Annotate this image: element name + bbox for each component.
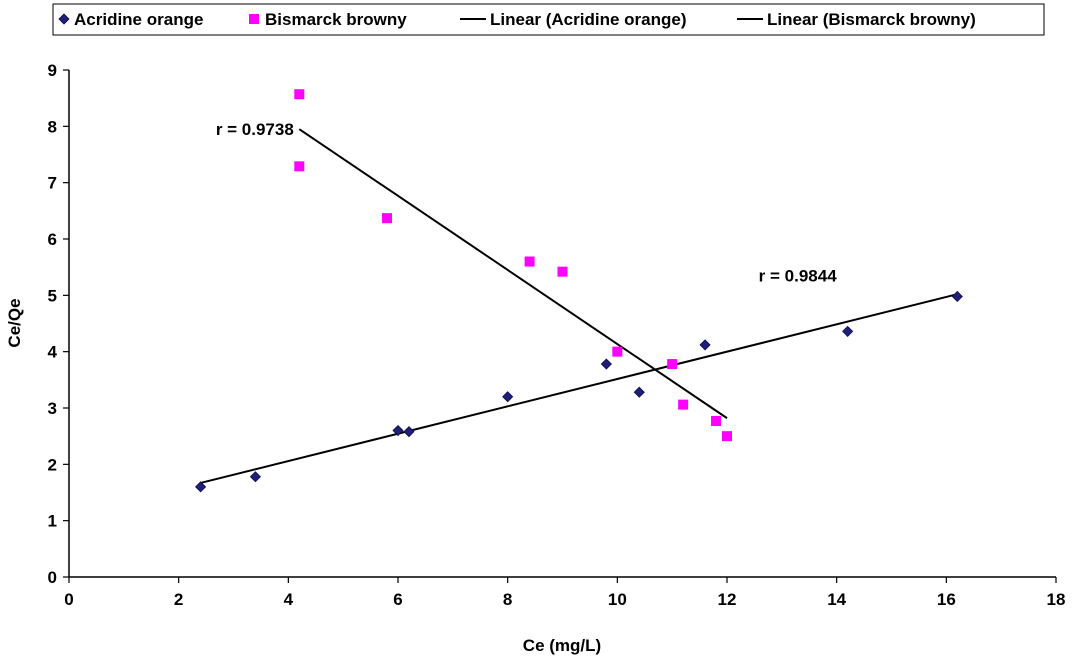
y-tick-label: 4 [48,343,58,362]
r-value-annotation: r = 0.9844 [759,267,838,286]
x-tick-label: 10 [608,590,627,609]
y-axis-label: Ce/Qe [5,298,24,347]
legend-item-linear-bismarck: Linear (Bismarck browny) [737,10,976,29]
legend-frame [52,3,1045,36]
x-tick-label: 16 [937,590,956,609]
data-point-acridine-orange [502,391,514,403]
x-tick-label: 0 [64,590,73,609]
data-point-acridine-orange [600,358,612,370]
legend-marker-diamond [58,13,70,25]
data-point-acridine-orange [951,290,963,303]
data-point-bismarck-browny [711,415,722,426]
data-point-bismarck-browny [382,213,393,224]
legend-marker-square [249,14,259,24]
data-point-acridine-orange [633,386,645,398]
data-point-acridine-orange [392,424,404,437]
trendline [298,128,728,419]
legend-item-linear-acridine: Linear (Acridine orange) [460,10,686,29]
legend-label-linear-acridine: Linear (Acridine orange) [490,10,686,29]
data-point-acridine-orange [249,471,261,483]
y-tick-label: 1 [48,512,57,531]
x-tick-label: 18 [1047,590,1066,609]
y-ticks: 0 1 2 3 4 5 6 7 8 9 [48,61,69,587]
data-point-bismarck-browny [524,256,535,267]
trendline [200,293,958,484]
y-tick-label: 3 [48,399,57,418]
x-axis-label: Ce (mg/L) [523,636,601,655]
data-point-bismarck-browny [294,89,305,100]
x-tick-label: 14 [827,590,846,609]
data-points [195,89,963,493]
y-tick-label: 6 [48,230,57,249]
r-value-annotation: r = 0.9738 [216,120,294,139]
x-tick-label: 12 [718,590,737,609]
legend-item-acridine-orange: Acridine orange [58,10,203,29]
trendlines [200,128,958,484]
data-point-acridine-orange [195,481,207,493]
y-tick-label: 2 [48,455,57,474]
y-tick-label: 7 [48,174,57,193]
x-ticks: 0 2 4 6 8 10 12 14 16 18 [64,577,1065,609]
axes [68,70,1056,578]
data-point-bismarck-browny [294,161,305,172]
legend-item-bismarck-browny: Bismarck browny [249,10,407,29]
y-tick-label: 9 [48,61,57,80]
data-point-bismarck-browny [612,346,623,357]
data-point-bismarck-browny [678,399,689,410]
data-point-acridine-orange [699,339,711,351]
annotations: r = 0.9738 r = 0.9844 [216,120,837,285]
legend-label-bismarck-browny: Bismarck browny [265,10,407,29]
legend: Acridine orange Bismarck browny Linear (… [52,3,1045,36]
data-point-bismarck-browny [557,266,568,277]
data-point-acridine-orange [403,426,415,438]
x-tick-label: 6 [393,590,402,609]
y-tick-label: 0 [48,568,57,587]
x-tick-label: 4 [284,590,294,609]
legend-label-acridine-orange: Acridine orange [74,10,203,29]
data-point-acridine-orange [842,325,854,337]
y-tick-label: 5 [48,286,57,305]
x-tick-label: 2 [174,590,183,609]
data-point-bismarck-browny [667,359,678,370]
y-tick-label: 8 [48,117,57,136]
data-point-bismarck-browny [722,431,732,442]
x-tick-label: 8 [503,590,512,609]
legend-label-linear-bismarck: Linear (Bismarck browny) [767,10,976,29]
